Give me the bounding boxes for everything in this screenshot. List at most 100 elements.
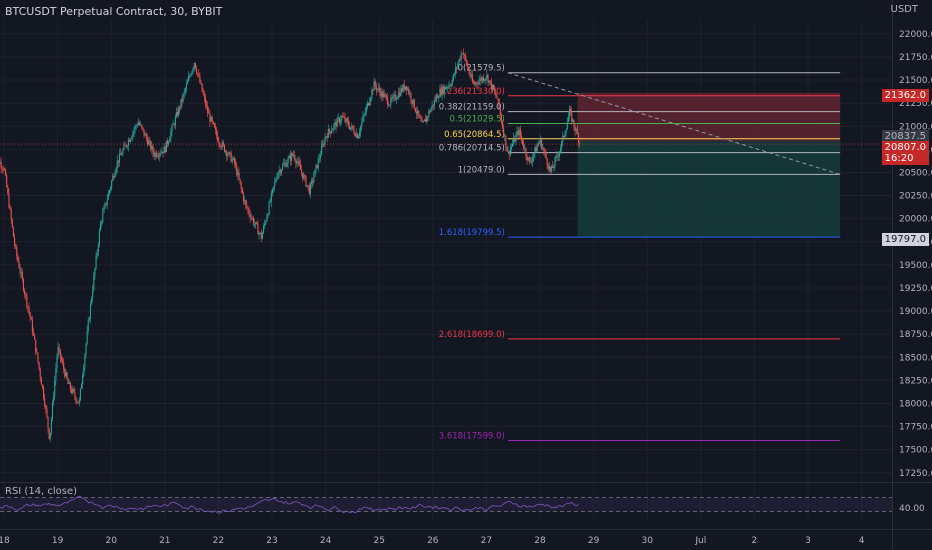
candle-body [469,72,471,77]
candle-body [383,94,385,98]
candle-body [199,75,201,83]
candle-body [552,166,554,168]
fib-level-label: 0(21579.5) [458,64,505,74]
candle-body [302,172,304,179]
candle-body [47,416,49,429]
candle-body [275,179,277,182]
candle-body [180,99,182,109]
candle-body [222,142,224,145]
rsi-panel[interactable]: 40.00 [0,495,925,514]
candle-body [401,88,403,92]
candle-body [99,222,102,231]
candle-body [415,111,418,114]
time-tick-label: 27 [481,536,492,546]
candle-body [515,134,517,142]
candle-body [538,141,540,144]
time-tick-label: 19 [52,536,64,546]
candle-body [303,175,305,179]
candle-body [512,143,514,147]
candle-body [45,406,47,409]
candle-body [579,142,581,144]
candle-body [462,53,464,55]
candle-body [134,125,136,130]
candle-body [78,399,80,404]
candle-body [9,207,11,209]
candle-body [236,165,238,176]
candle-body [510,146,513,149]
candle-body [535,147,537,152]
candle-body [123,145,125,151]
candle-body [209,113,211,122]
time-tick-label: 25 [373,536,384,546]
candle-body [182,94,184,102]
candle-body [500,114,502,123]
symbol-title[interactable]: BTCUSDT Perpetual Contract, 30, BYBIT [5,5,223,18]
candle-body [440,89,442,96]
candle-body [2,168,4,170]
candle-body [307,185,309,187]
candle-body [427,116,429,118]
candle-body [8,193,10,208]
candle-body [299,164,301,170]
candle-body [384,94,386,96]
candle-body [436,95,438,101]
candle-body [177,112,179,116]
candle-body [360,126,362,133]
candle-body [190,74,192,76]
candle-body [557,155,559,157]
fib-level-label: 0.786(20714.5) [439,144,505,154]
candle-body [570,108,572,112]
candle-body [563,135,565,137]
candle-body [238,172,240,180]
candle-body [372,89,374,91]
price-tick-label: 21500.00 [899,76,932,86]
candle-body [276,177,278,180]
candle-body [51,402,54,419]
candle-body [115,168,117,174]
candle-body [0,162,2,168]
candle-body [468,68,470,73]
fib-level-label: 0.5(21029.5) [450,115,505,125]
candle-body [12,227,14,237]
candle-body [371,89,373,98]
candle-body [467,65,469,69]
rsi-title[interactable]: RSI (14, close) [5,486,78,497]
candle-body [326,136,328,138]
candle-body [452,74,454,80]
candle-body [271,188,274,193]
candle-body [345,118,347,122]
candle-body [505,135,507,148]
candle-body [470,74,472,77]
candle-body [506,147,508,152]
candle-body [67,378,69,384]
candle-body [289,155,291,161]
candle-body [363,114,365,117]
candle-body [120,153,122,155]
price-axis[interactable]: 22000.00 21750.00 21500.00 21250.00 21000.00… [899,30,932,479]
candle-body [524,148,526,150]
candle-body [394,94,396,100]
candle-body [95,256,97,269]
candle-body [568,108,571,117]
candle-body [74,391,76,397]
candle-body [336,118,338,127]
candle-body [59,349,61,358]
candle-body [354,133,356,137]
candle-body [481,77,483,81]
candle-body [237,172,239,176]
candle-body [400,88,402,96]
price-tick-label: 18000.00 [899,399,932,409]
time-axis[interactable]: 18 19 20 21 22 23 24 25 26 27 28 29 30 Jul 2 3 4 [0,536,865,546]
candle-body [451,79,453,86]
candle-body [357,135,360,139]
candle-body [375,86,377,91]
candle-body [3,169,6,171]
candle-body [331,130,333,134]
candle-body [171,125,173,132]
candle-body [207,106,209,114]
candle-body [70,389,73,393]
candle-body [139,122,141,125]
candle-body [480,78,482,81]
candle-body [517,131,519,135]
